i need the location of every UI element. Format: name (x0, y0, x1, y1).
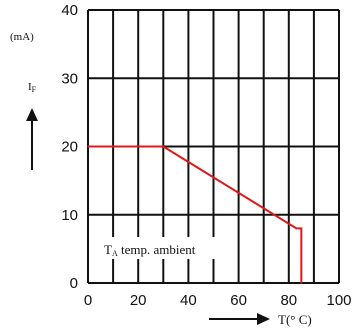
series-layer (87, 145, 303, 284)
annotation-background (102, 237, 226, 259)
y-tick-label: 0 (70, 275, 78, 292)
x-tick-label: 0 (84, 292, 92, 309)
y-tick-label: 20 (61, 139, 78, 156)
x-tick-label: 60 (230, 292, 247, 309)
annotation-text: TA temp. ambient (104, 242, 196, 258)
ticks-layer: 0 20 40 60 80 100 0 10 20 30 40 (61, 2, 351, 309)
series-point (162, 145, 165, 148)
grid-layer (87, 9, 340, 284)
y-unit-label: (mA) (10, 31, 34, 43)
y-axis-label-sub: F (32, 85, 37, 94)
x-axis-label: T(° C) (278, 312, 312, 327)
annotation-main: T (104, 242, 112, 257)
y-axis-label-main: I (28, 81, 32, 93)
series-point (300, 282, 303, 284)
annotation-rest: temp. ambient (118, 242, 196, 257)
x-axis-arrow-head (257, 313, 270, 325)
y-axis-label: IF (28, 81, 37, 94)
y-tick-label: 40 (61, 2, 78, 19)
labels-layer: (mA) IF T(° C) TA temp. ambient (10, 31, 312, 327)
x-tick-label: 20 (130, 292, 147, 309)
annotation-sub: A (112, 249, 118, 258)
series-point (295, 227, 298, 230)
x-tick-label: 80 (280, 292, 297, 309)
x-tick-label: 100 (326, 292, 351, 309)
series-point (300, 227, 303, 230)
series-point (87, 145, 89, 148)
y-tick-label: 30 (61, 70, 78, 87)
y-tick-label: 10 (61, 207, 78, 224)
y-axis-arrow-head (26, 108, 38, 121)
x-tick-label: 40 (180, 292, 197, 309)
